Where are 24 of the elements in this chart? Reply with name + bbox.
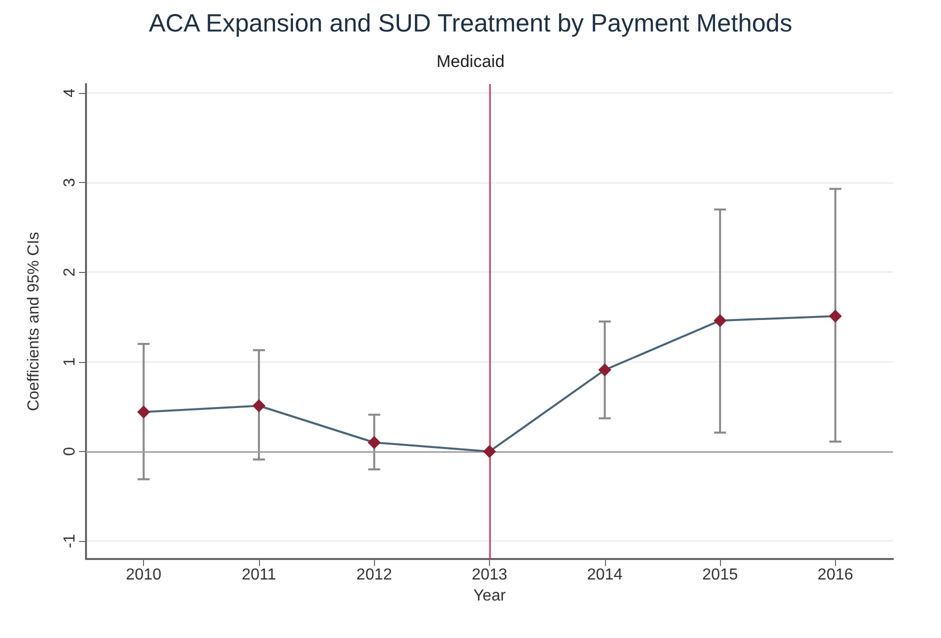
point bbox=[368, 436, 381, 449]
x-tick-label: 2010 bbox=[126, 566, 162, 584]
x-tick-label: 2011 bbox=[242, 566, 276, 584]
y-axis-title: Coefficients and 95% CIs bbox=[26, 232, 42, 412]
y-tick-label: 2 bbox=[62, 268, 78, 277]
x-tick-label: 2013 bbox=[472, 566, 508, 584]
x-tick-label: 2015 bbox=[702, 566, 738, 584]
x-tick-label: 2012 bbox=[356, 566, 392, 584]
y-tick-label: -1 bbox=[62, 534, 78, 548]
point bbox=[137, 406, 150, 419]
y-tick-label: 3 bbox=[62, 178, 78, 188]
point bbox=[483, 444, 496, 458]
y-tick-label: 4 bbox=[62, 88, 78, 98]
y-tick-label: 1 bbox=[62, 357, 78, 366]
x-axis-title: Year bbox=[473, 587, 506, 604]
point bbox=[252, 399, 266, 412]
chart-subtitle: Medicaid bbox=[436, 52, 505, 71]
point bbox=[828, 310, 842, 323]
point bbox=[598, 363, 612, 376]
y-tick-label: 0 bbox=[62, 446, 78, 456]
x-tick-label: 2014 bbox=[586, 566, 623, 584]
chart-title: ACA Expansion and SUD Treatment by Payment Methods bbox=[148, 10, 792, 38]
point bbox=[714, 314, 727, 328]
x-tick-label: 2016 bbox=[818, 566, 854, 584]
